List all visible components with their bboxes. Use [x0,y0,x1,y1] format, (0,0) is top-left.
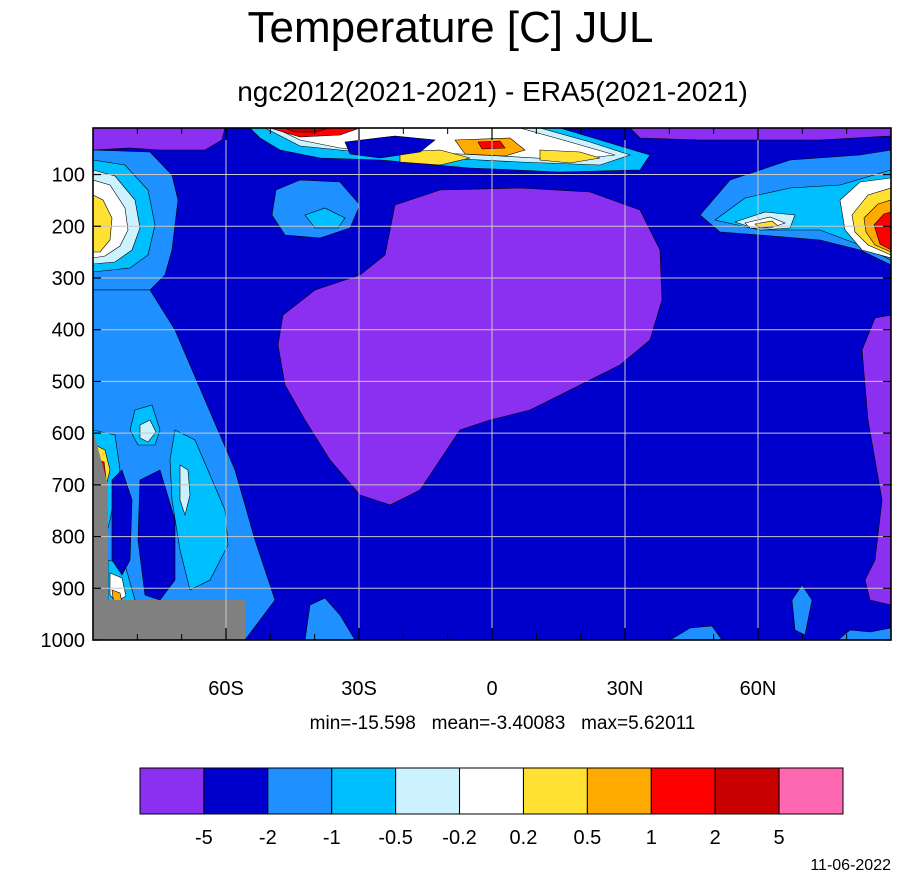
y-tick-label: 1000 [41,630,86,652]
y-tick-label: 400 [52,320,85,342]
y-tick-label: 700 [52,475,85,497]
colorbar-swatch [778,767,844,815]
colorbar-swatch [203,767,269,815]
y-tick-label: 900 [52,578,85,600]
x-tick-label: 0 [486,678,497,700]
x-tick-label: 30S [341,678,377,700]
band-top-purple-right [629,128,891,141]
colorbar-level-label: 1 [646,827,657,849]
band-bottom-patch-a [304,597,356,640]
colorbar-swatch [331,767,397,815]
colorbar-level-label: -0.5 [378,827,412,849]
x-tick-label: 60S [208,678,244,700]
colorbar-level-label: -0.2 [442,827,476,849]
colorbar-labels: -5 -2 -1 -0.5 -0.2 0.2 0.5 1 2 5 [195,827,785,849]
y-tick-label: 100 [52,165,85,187]
band-left-lower-pale-a [139,419,157,443]
band-upper-white [274,128,616,161]
y-tick-label: 800 [52,527,85,549]
band-upper-yellow-b [539,149,601,164]
band-tropical-purple [277,187,663,506]
band-right-red [873,211,891,251]
band-left-lower-darkblue-b [137,469,176,601]
colorbar-level-label: 0.5 [573,827,601,849]
band-left-lower-darkblue-a [111,469,133,576]
band-right-cyan [714,169,891,261]
colorbar-swatch [522,767,588,815]
y-tick-label: 500 [52,371,85,393]
stats-line: min=-15.598 mean=-3.40083 max=5.62011 [309,713,696,734]
colorbar-swatch [459,767,524,815]
y-tick-label: 600 [52,423,85,445]
grid-lines [93,128,891,640]
y-tick-label: 300 [52,268,85,290]
chart-subtitle: ngc2012(2021-2021) - ERA5(2021-2021) [237,76,748,107]
colorbar-level-label: 0.2 [510,827,538,849]
plot-frame [92,127,892,641]
x-tick-label: 30N [607,678,644,700]
chart-title: Temperature [C] JUL [247,3,654,52]
colorbar [139,767,844,815]
x-tick-labels: 60S 30S 0 30N 60N [208,678,776,700]
colorbar-swatch [650,767,716,815]
colorbar-level-label: 5 [774,827,785,849]
colorbar-swatch [714,767,780,815]
band-upper-yellow-a [399,149,471,166]
colorbar-level-label: -5 [195,827,213,849]
colorbar-swatch [586,767,652,815]
axis-ticks [93,128,891,641]
missing-data-mask [93,430,245,640]
y-tick-label: 200 [52,216,85,238]
x-tick-label: 60N [740,678,777,700]
band-top-purple [93,128,226,151]
y-tick-labels: 100 200 300 400 500 600 700 800 900 1000 [41,165,86,652]
colorbar-swatch [139,767,205,815]
band-bottom-patch-b [669,625,723,640]
band-right-purple [861,314,891,606]
colorbar-level-label: 2 [710,827,721,849]
band-left-lower-pale-b [179,464,191,517]
band-upper-blue-hole [344,135,436,159]
band-bottom-patch-c [791,584,813,636]
colorbar-swatch [267,767,333,815]
date-stamp: 11-06-2022 [810,857,891,874]
colorbar-level-label: -2 [259,827,277,849]
colorbar-level-label: -1 [323,827,341,849]
band-bottom-patch-d [837,627,891,640]
colorbar-swatch [395,767,461,815]
band-left-yellow [93,194,113,253]
